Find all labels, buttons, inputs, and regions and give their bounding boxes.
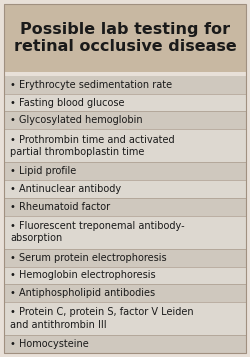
- Text: • Protein C, protein S, factor V Leiden
and antithrombin III: • Protein C, protein S, factor V Leiden …: [10, 307, 194, 330]
- Bar: [4, 216, 246, 249]
- Bar: [4, 284, 246, 302]
- Text: • Rheumatoid factor: • Rheumatoid factor: [10, 202, 110, 212]
- Text: retinal occlusive disease: retinal occlusive disease: [14, 39, 236, 54]
- Bar: [4, 129, 246, 162]
- Bar: [4, 111, 246, 129]
- Bar: [4, 180, 246, 198]
- Text: • Homocysteine: • Homocysteine: [10, 339, 89, 349]
- Text: • Fasting blood glucose: • Fasting blood glucose: [10, 97, 124, 107]
- Text: • Fluorescent treponemal antibody-
absorption: • Fluorescent treponemal antibody- absor…: [10, 221, 184, 243]
- Text: • Hemoglobin electrophoresis: • Hemoglobin electrophoresis: [10, 270, 156, 280]
- Bar: [4, 94, 246, 111]
- Text: • Lipid profile: • Lipid profile: [10, 166, 76, 176]
- Bar: [4, 302, 246, 335]
- Text: • Glycosylated hemoglobin: • Glycosylated hemoglobin: [10, 115, 142, 125]
- Text: Possible lab testing for: Possible lab testing for: [20, 22, 230, 37]
- Bar: [4, 249, 246, 267]
- Bar: [4, 335, 246, 353]
- Text: • Prothrombin time and activated
partial thromboplastin time: • Prothrombin time and activated partial…: [10, 135, 174, 157]
- Bar: [4, 267, 246, 284]
- Text: • Antinuclear antibody: • Antinuclear antibody: [10, 184, 121, 194]
- Bar: [4, 162, 246, 180]
- Bar: [4, 76, 246, 94]
- Bar: [4, 198, 246, 216]
- Bar: [4, 4, 246, 72]
- Text: • Erythrocyte sedimentation rate: • Erythrocyte sedimentation rate: [10, 80, 172, 90]
- Text: • Antiphospholipid antibodies: • Antiphospholipid antibodies: [10, 288, 155, 298]
- Text: • Serum protein electrophoresis: • Serum protein electrophoresis: [10, 253, 166, 263]
